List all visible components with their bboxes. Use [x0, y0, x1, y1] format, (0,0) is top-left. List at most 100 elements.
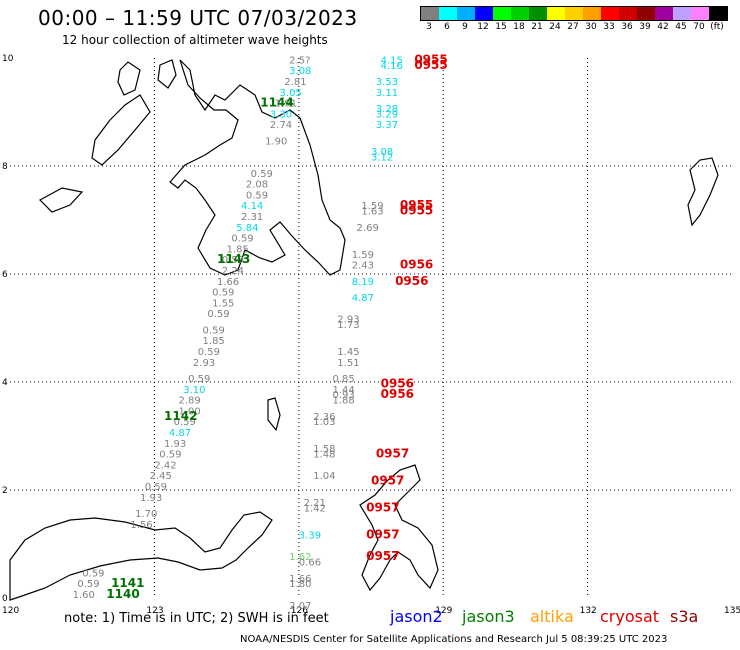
y-tick-label: 4 — [2, 378, 8, 388]
halmahera-outline — [359, 464, 439, 592]
satellite-name-altika: altika — [530, 607, 574, 626]
wave-height-label: 3.37 — [376, 120, 398, 131]
wave-height-label: 1.00 — [178, 406, 200, 417]
legend-label: 21 — [531, 22, 543, 32]
pass-time-label: 1141 — [111, 576, 144, 590]
wave-height-label: 0.59 — [77, 579, 99, 590]
x-tick-label: 120 — [2, 606, 19, 616]
wave-height-label: 1.88 — [332, 396, 354, 407]
legend-label: 39 — [639, 22, 651, 32]
mindanao-outline — [169, 59, 346, 276]
legend-swatch — [619, 7, 637, 20]
pass-time-label: 0955 — [400, 204, 433, 218]
y-tick-label: 8 — [2, 162, 8, 172]
y-tick-label: 10 — [2, 54, 14, 64]
wave-height-label: 4.15 — [381, 55, 403, 66]
legend-swatch — [655, 7, 673, 20]
wave-height-label: 4.16 — [381, 61, 403, 72]
legend-label: 27 — [567, 22, 579, 32]
wave-height-label: 1.59 — [361, 201, 383, 212]
wave-height-label: 2.69 — [357, 223, 379, 234]
wave-height-label: 1.93 — [140, 493, 162, 504]
legend-label: 36 — [621, 22, 633, 32]
wave-height-label: 0.59 — [222, 255, 244, 266]
legend-swatch — [439, 7, 457, 20]
wave-height-label: 4.87 — [352, 293, 374, 304]
wave-height-label: 1.73 — [337, 320, 359, 331]
wave-height-label: 4.87 — [169, 428, 191, 439]
sulawesi-outline — [9, 511, 273, 601]
wave-height-label: 0.59 — [82, 568, 104, 579]
pass-time-label: 0957 — [366, 549, 399, 563]
wave-height-label: 1.58 — [313, 444, 335, 455]
wave-height-label: 2.36 — [313, 412, 335, 423]
wave-height-label: 1.44 — [332, 385, 354, 396]
wave-height-label: 1.91 — [275, 99, 297, 110]
legend-swatch — [421, 7, 439, 20]
wave-height-label: 2.5? — [289, 55, 310, 66]
wave-height-label: 1.56 — [130, 520, 152, 531]
legend-swatch — [457, 7, 475, 20]
grid-lines — [10, 58, 732, 598]
wave-height-label: 3.11 — [376, 88, 398, 99]
legend-swatch — [583, 7, 601, 20]
wave-height-label: 0.59 — [231, 234, 253, 245]
pass-time-label: 1144 — [260, 96, 293, 110]
wave-height-label: 0.59 — [212, 288, 234, 299]
wave-height-label: 0.59 — [198, 347, 220, 358]
wave-height-label: 3.12 — [371, 153, 393, 164]
legend-label: 15 — [495, 22, 507, 32]
legend-swatch — [493, 7, 511, 20]
wave-height-label: 0.59 — [207, 309, 229, 320]
legend-label: (ft) — [710, 22, 724, 32]
wave-height-label: 2.81 — [284, 77, 306, 88]
wave-height-label: 0.66 — [299, 558, 321, 569]
wave-height-label: 0.59 — [145, 482, 167, 493]
wave-height-label: 1.66 — [217, 277, 239, 288]
wave-height-label: 3.05 — [280, 88, 302, 99]
pass-time-label: 0956 — [381, 376, 414, 390]
pass-time-label: 0957 — [376, 447, 409, 461]
wave-height-label: 1.60 — [73, 590, 95, 601]
legend-label: 9 — [462, 22, 468, 32]
wave-height-label: 0.59 — [174, 417, 196, 428]
satellite-name-jason3: jason3 — [462, 607, 515, 626]
wave-height-label: 1.90 — [265, 136, 287, 147]
axis-ticks: 120 123 126 129 132 135 0 2 4 6 8 10 — [2, 54, 740, 616]
wave-height-label: 2.74 — [270, 120, 292, 131]
wave-height-label: 2.43 — [352, 261, 374, 272]
color-legend-bar — [420, 6, 728, 21]
wave-height-label: 8.19 — [352, 277, 374, 288]
island-outline — [39, 187, 84, 213]
pass-time-label: 0956 — [395, 274, 428, 288]
legend-swatch — [547, 7, 565, 20]
pass-time-label: 0956 — [381, 387, 414, 401]
wave-height-label: 2.89 — [178, 396, 200, 407]
island-outline — [687, 157, 719, 227]
wave-height-label: 0.59 — [203, 325, 225, 336]
wave-height-label: 2.24 — [222, 266, 244, 277]
wave-height-label: 1.80 — [289, 579, 311, 590]
wave-height-label: 1.55 — [212, 298, 234, 309]
wave-height-label: 0.85 — [332, 374, 354, 385]
coastlines — [9, 59, 719, 601]
map-title: 00:00 – 11:59 UTC 07/03/2023 — [38, 6, 358, 30]
satellite-name-s3a: s3a — [670, 607, 699, 626]
map-subtitle: 12 hour collection of altimeter wave hei… — [62, 33, 328, 47]
legend-label: 12 — [477, 22, 489, 32]
island-outline — [91, 94, 151, 166]
x-tick-label: 123 — [146, 606, 163, 616]
wave-height-label: 3.53 — [376, 77, 398, 88]
wave-height-label: 0.59 — [251, 169, 273, 180]
y-tick-label: 2 — [2, 486, 8, 496]
wave-height-label: 1.45 — [337, 347, 359, 358]
legend-label: 70 — [693, 22, 705, 32]
x-tick-label: 132 — [580, 606, 597, 616]
color-legend-labels: 3 6 9 12 15 18 21 24 27 30 33 36 39 42 45 70 (ft) — [420, 22, 726, 34]
wave-height-label: 3.08 — [289, 66, 311, 77]
wave-height-label: 1.62 — [289, 552, 311, 563]
wave-height-label: 1.04 — [313, 471, 335, 482]
legend-swatch — [637, 7, 655, 20]
